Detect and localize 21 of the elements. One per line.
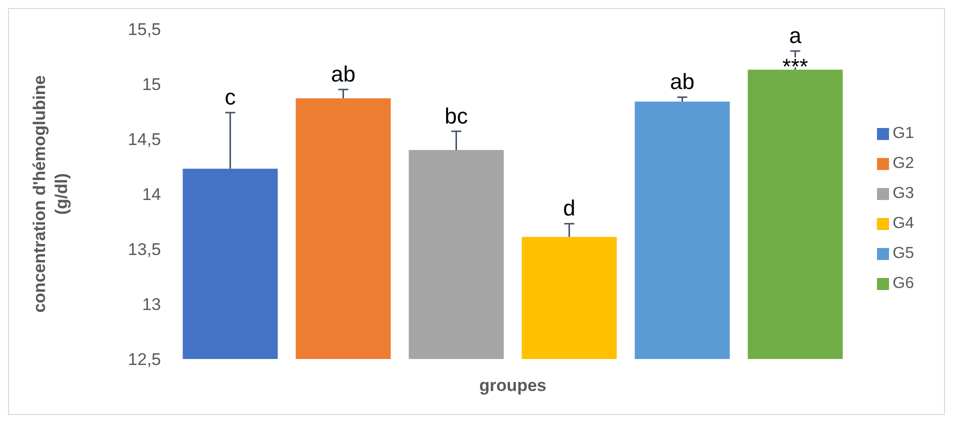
y-tick-label: 14 bbox=[142, 185, 161, 204]
data-label: ab bbox=[331, 62, 356, 86]
y-tick-label: 14,5 bbox=[128, 130, 161, 150]
y-tick-label: 13 bbox=[142, 295, 161, 314]
data-label: c bbox=[224, 84, 236, 110]
data-label: d bbox=[563, 196, 576, 221]
y-tick-label: 13,5 bbox=[128, 240, 161, 260]
x-axis-title: groupes bbox=[479, 376, 546, 395]
y-tick-label: 15,5 bbox=[128, 20, 161, 40]
legend-label: G5 bbox=[892, 245, 914, 262]
legend-label: G4 bbox=[892, 215, 914, 232]
legend-label: G3 bbox=[892, 185, 914, 202]
y-tick-label: 12,5 bbox=[128, 350, 161, 370]
data-label: ab bbox=[670, 69, 694, 94]
y-tick-label: 15 bbox=[142, 75, 161, 94]
legend-label: G1 bbox=[892, 125, 914, 142]
data-label: a bbox=[789, 23, 802, 48]
legend-label: G2 bbox=[892, 155, 914, 172]
data-label: bc bbox=[444, 103, 468, 128]
legend-label: G6 bbox=[892, 275, 914, 292]
y-axis-title: concentration d'hémoglubine (g/dl) bbox=[30, 75, 71, 313]
